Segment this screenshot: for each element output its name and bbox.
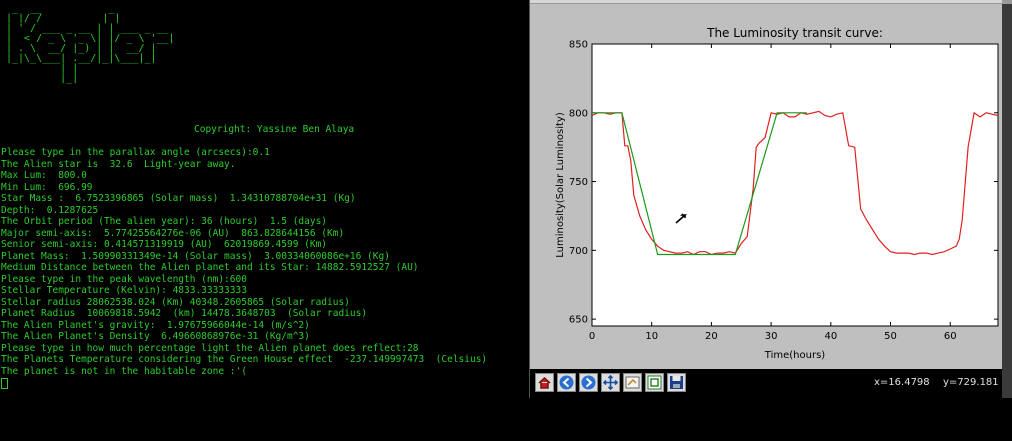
terminal-line: Senior semi-axis: 0.414571319919 (AU) 62…	[1, 239, 328, 250]
plot-toolbar: x=16.4798 y=729.181	[530, 369, 1002, 398]
terminal-line: The Orbit period (The alien year): 36 (h…	[1, 216, 328, 227]
home-button[interactable]	[535, 373, 554, 392]
x-axis-label: Time(hours)	[764, 350, 825, 361]
y-tick-label: 850	[569, 40, 588, 51]
text-cursor	[1, 378, 8, 389]
x-tick-label: 50	[884, 331, 897, 342]
window-scrollbar[interactable]	[1002, 0, 1012, 398]
save-button[interactable]	[667, 373, 686, 392]
zoom-button[interactable]	[623, 373, 642, 392]
subplots-config-button[interactable]	[645, 373, 664, 392]
terminal-line: Min Lum: 696.99	[1, 181, 93, 193]
terminal-line: Max Lum: 800.0	[1, 170, 87, 181]
terminal-line: Stellar Temperature (Kelvin): 4833.33333…	[1, 285, 247, 296]
window-top-edge	[530, 0, 1012, 4]
plot-window[interactable]: 0 10 20 30 40 50 60 650 700 750 800 850 The Luminos…	[529, 0, 1012, 398]
terminal-prompt[interactable]	[1, 377, 487, 389]
forward-button[interactable]	[579, 373, 598, 392]
pan-move-icon	[602, 374, 619, 391]
y-tick-label: 800	[569, 108, 588, 119]
kepler-ascii-logo: _ __ _ | |/ / | | | ' / ___ _ __ | | ___…	[6, 3, 175, 84]
y-tick-label: 650	[569, 315, 588, 326]
subplots-config-icon	[647, 375, 662, 390]
terminal-line: Please type in how much percentage light…	[1, 342, 419, 354]
luminosity-chart[interactable]: 0 10 20 30 40 50 60 650 700 750 800 850 The Luminos…	[530, 0, 1002, 369]
x-tick-label: 0	[589, 331, 595, 342]
terminal-line: The Alien Planet's gravity: 1.9767596604…	[1, 319, 310, 331]
x-tick-label: 20	[705, 331, 718, 342]
pan-button[interactable]	[601, 373, 620, 392]
terminal-line: Stellar radius 28062538.024 (Km) 40348.2…	[1, 296, 350, 308]
terminal-line: Planet Radius 10069818.5942 (km) 14478.3…	[1, 308, 368, 319]
observed-luminosity-line	[592, 110, 998, 256]
back-arrow-icon	[559, 375, 574, 390]
plot-area[interactable]	[591, 43, 999, 327]
terminal-line: The Alien Planet's Density 6.49660868976…	[1, 331, 310, 342]
terminal-window[interactable]: _ __ _ | |/ / | | | ' / ___ _ __ | | ___…	[0, 0, 529, 441]
x-tick-label: 40	[824, 331, 837, 342]
terminal-line: Medium Distance between the Alien planet…	[1, 262, 419, 273]
chart-title: The Luminosity transit curve:	[706, 26, 883, 40]
y-tick-label: 700	[569, 246, 588, 257]
y-tick-label: 750	[569, 177, 588, 188]
cursor-x-readout: x=16.4798	[874, 377, 930, 388]
mouse-pointer-icon	[675, 213, 688, 224]
terminal-line: Please type in the parallax angle (arcse…	[1, 147, 270, 158]
zoom-icon	[625, 376, 640, 389]
x-tick-label: 60	[944, 331, 957, 342]
terminal-line: The Planets Temperature considering the …	[1, 354, 488, 365]
terminal-line: Please type in the peak wavelength (nm):…	[1, 273, 247, 285]
terminal-line: Depth: 0.1287625	[1, 204, 99, 216]
back-button[interactable]	[557, 373, 576, 392]
terminal-line: Planet Mass: 1.50990331349e-14 (Solar ma…	[1, 250, 390, 262]
terminal-line: Star Mass : 6.7523396865 (Solar mass) 1.…	[1, 193, 356, 204]
cursor-y-readout: y=729.181	[943, 377, 999, 388]
terminal-output: Please type in the parallax angle (arcse…	[1, 147, 487, 389]
model-transit-line	[592, 112, 807, 256]
scrollbar-thumb[interactable]	[1002, 0, 1012, 4]
terminal-line: The planet is not in the habitable zone …	[1, 365, 247, 377]
forward-arrow-icon	[581, 375, 596, 390]
x-tick-label: 30	[765, 331, 778, 342]
home-icon	[538, 376, 551, 389]
copyright-text: Copyright: Yassine Ben Alaya	[194, 124, 355, 135]
save-icon	[670, 376, 683, 389]
y-axis-label: Luminosity(Solar Luminosity)	[555, 112, 566, 258]
terminal-line: The Alien star is 32.6 Light-year away.	[1, 158, 236, 170]
x-tick-label: 10	[645, 331, 658, 342]
terminal-line: Major semi-axis: 5.77425564276e-06 (AU) …	[1, 227, 345, 239]
